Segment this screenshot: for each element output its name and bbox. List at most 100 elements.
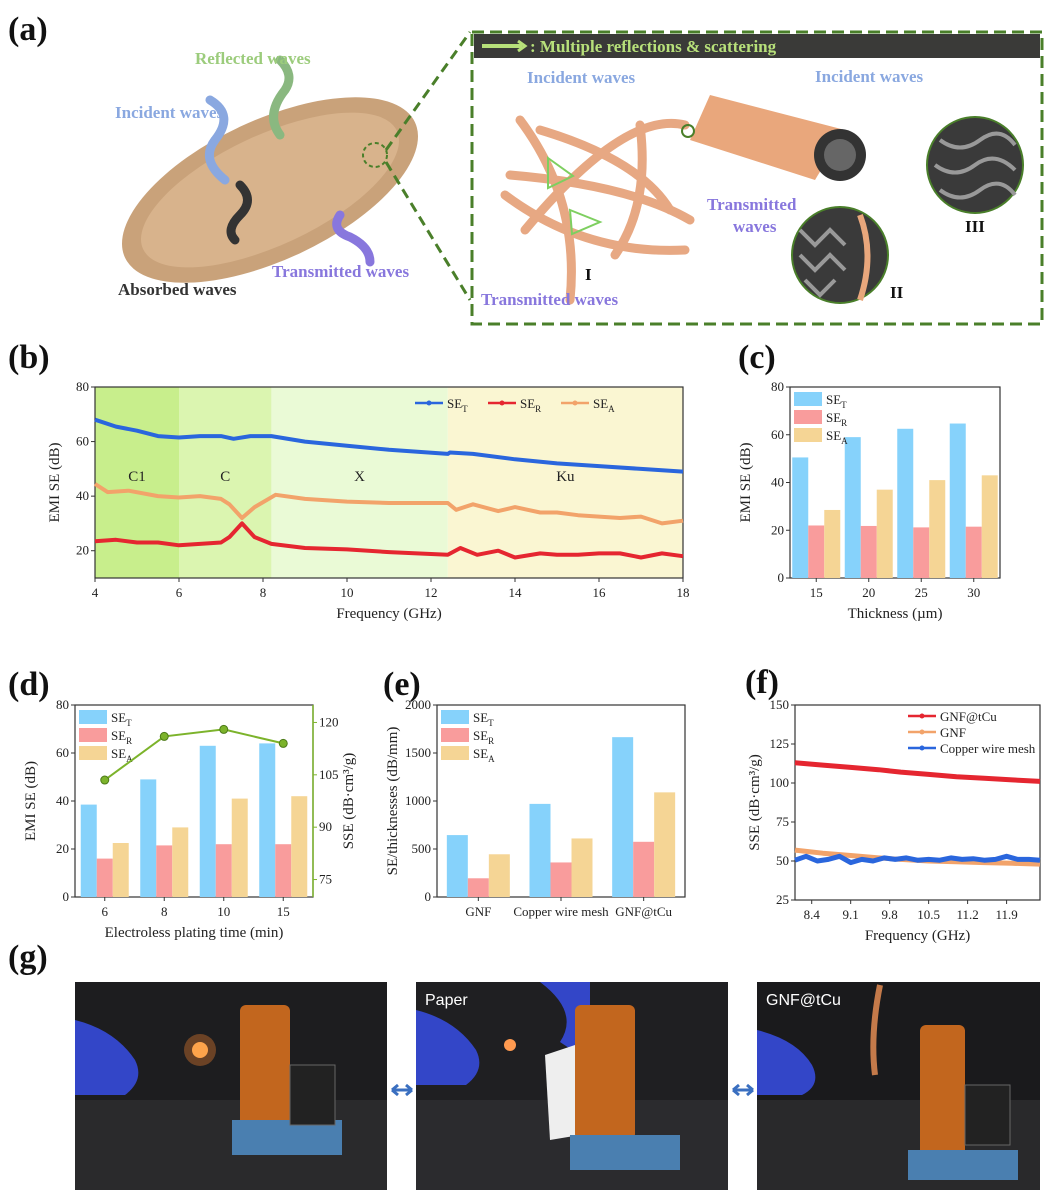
transmitted-wave-arrow-icon <box>332 210 375 267</box>
y-tick-label: 1000 <box>405 793 431 808</box>
legend-label-sub: R <box>841 418 847 428</box>
x-tick-label: 8 <box>161 904 168 919</box>
legend-label-base: SE <box>593 396 608 411</box>
sse-point <box>278 738 288 748</box>
photo-1 <box>75 982 387 1190</box>
y-tick-label: 0 <box>425 889 432 904</box>
fiber-network-illustration <box>122 55 418 283</box>
bar-SEA-GNF@tCu <box>654 792 676 897</box>
legend-marker <box>499 400 505 406</box>
y-tick-label: 60 <box>771 427 784 442</box>
legend-label-sub: T <box>462 404 468 414</box>
y-tick-label: 20 <box>56 841 69 856</box>
zoom-circle-II <box>791 206 889 304</box>
legend-label: SER <box>111 728 132 746</box>
legend-label: SEA <box>593 396 615 414</box>
series-line-0 <box>794 760 1041 784</box>
legend-label-sub: T <box>126 718 132 728</box>
series-line-0 <box>94 417 684 474</box>
photo-2: Paper <box>416 982 728 1190</box>
legend-marker <box>919 729 925 735</box>
legend-label-base: SE <box>111 710 126 725</box>
x-tick-label: 10 <box>341 585 354 600</box>
y2-tick-label: 75 <box>319 872 332 887</box>
bar-SET-GNF@tCu <box>612 737 634 897</box>
y-axis-label: SSE (dB·cm³/g) <box>747 754 763 851</box>
legend-label: SET <box>447 396 468 414</box>
x-axis-label: Frequency (GHz) <box>865 928 970 944</box>
legend-swatch <box>79 710 107 724</box>
bar-SEA-6 <box>112 843 129 897</box>
x-tick-label: 14 <box>509 585 523 600</box>
x-tick-label: 9.8 <box>882 907 898 922</box>
panel-a: (a) Reflected waves Incident waves Absor… <box>8 11 1044 326</box>
x-tick-label: 8 <box>260 585 267 600</box>
y-tick-label: 0 <box>63 889 70 904</box>
y2-tick-label: 105 <box>319 767 339 782</box>
absorbed-wave-arrow-icon <box>226 180 252 245</box>
legend-label: GNF@tCu <box>940 709 997 724</box>
x-tick-label: GNF@tCu <box>615 904 672 919</box>
bar-SEA-8 <box>172 827 189 897</box>
x-tick-label: 15 <box>277 904 290 919</box>
bar-SER-15 <box>275 844 292 897</box>
legend-swatch <box>441 746 469 760</box>
legend-label-sub: A <box>488 754 495 764</box>
bar-SEA-15 <box>824 509 841 578</box>
sse-point <box>219 724 229 734</box>
coil-icon <box>240 1005 290 1130</box>
inset-label-I: I <box>585 265 592 284</box>
x-tick-label: 6 <box>102 904 109 919</box>
inset-label-incident-1: Incident waves <box>527 68 636 87</box>
y-tick-label: 75 <box>776 814 789 829</box>
y-tick-label: 40 <box>56 793 69 808</box>
coated-fiber-illustration <box>690 95 866 181</box>
x-tick-label: 11.2 <box>956 907 978 922</box>
bar-SET-15 <box>792 457 809 578</box>
sse-point <box>159 731 169 741</box>
x-tick-label: 20 <box>862 585 875 600</box>
x-tick-label: 15 <box>810 585 823 600</box>
legend-label-sub: R <box>488 736 494 746</box>
inset-header: : Multiple reflections & scattering <box>530 37 777 56</box>
panel-label-g: (g) <box>8 939 48 976</box>
x-tick-label: 6 <box>176 585 183 600</box>
x-tick-label: 12 <box>425 585 438 600</box>
glowing-bulb-icon <box>192 1042 208 1058</box>
inset-box: : Multiple reflections & scattering <box>470 30 1044 326</box>
x-tick-label: 16 <box>593 585 607 600</box>
legend-label-sub: R <box>126 736 132 746</box>
y-tick-label: 500 <box>412 841 432 856</box>
y2-tick-label: 120 <box>319 714 339 729</box>
y-tick-label: 60 <box>56 745 69 760</box>
bar-SER-Copper wire mesh <box>550 862 572 897</box>
bar-SER-30 <box>965 526 982 578</box>
bar-SEA-20 <box>876 489 893 578</box>
y-tick-label: 1500 <box>405 745 431 760</box>
legend-swatch <box>79 746 107 760</box>
bar-SET-GNF <box>446 835 468 897</box>
legend-label: SEA <box>826 428 848 446</box>
inset-label-transmitted-1b: waves <box>733 217 777 236</box>
legend-label-base: SE <box>111 746 126 761</box>
series-line-2 <box>93 482 684 526</box>
legend-label-sub: A <box>608 404 615 414</box>
panel-label-c: (c) <box>738 339 776 376</box>
bar-SER-6 <box>96 858 113 897</box>
legend-swatch <box>794 392 822 406</box>
series-line-1 <box>94 521 684 560</box>
bar-SET-15 <box>259 743 276 897</box>
bar-SEA-30 <box>981 475 998 578</box>
legend-label-sub: R <box>535 404 541 414</box>
legend-marker <box>919 745 925 751</box>
panel-label-e: (e) <box>383 666 421 703</box>
y-tick-label: 2000 <box>405 697 431 712</box>
bar-SEA-25 <box>929 480 946 578</box>
band-label: Ku <box>556 469 575 485</box>
y-tick-label: 50 <box>776 853 789 868</box>
legend-marker <box>572 400 578 406</box>
y-axis-label: EMI SE (dB) <box>47 443 63 523</box>
x-tick-label: 30 <box>967 585 980 600</box>
bar-SET-20 <box>844 437 861 578</box>
